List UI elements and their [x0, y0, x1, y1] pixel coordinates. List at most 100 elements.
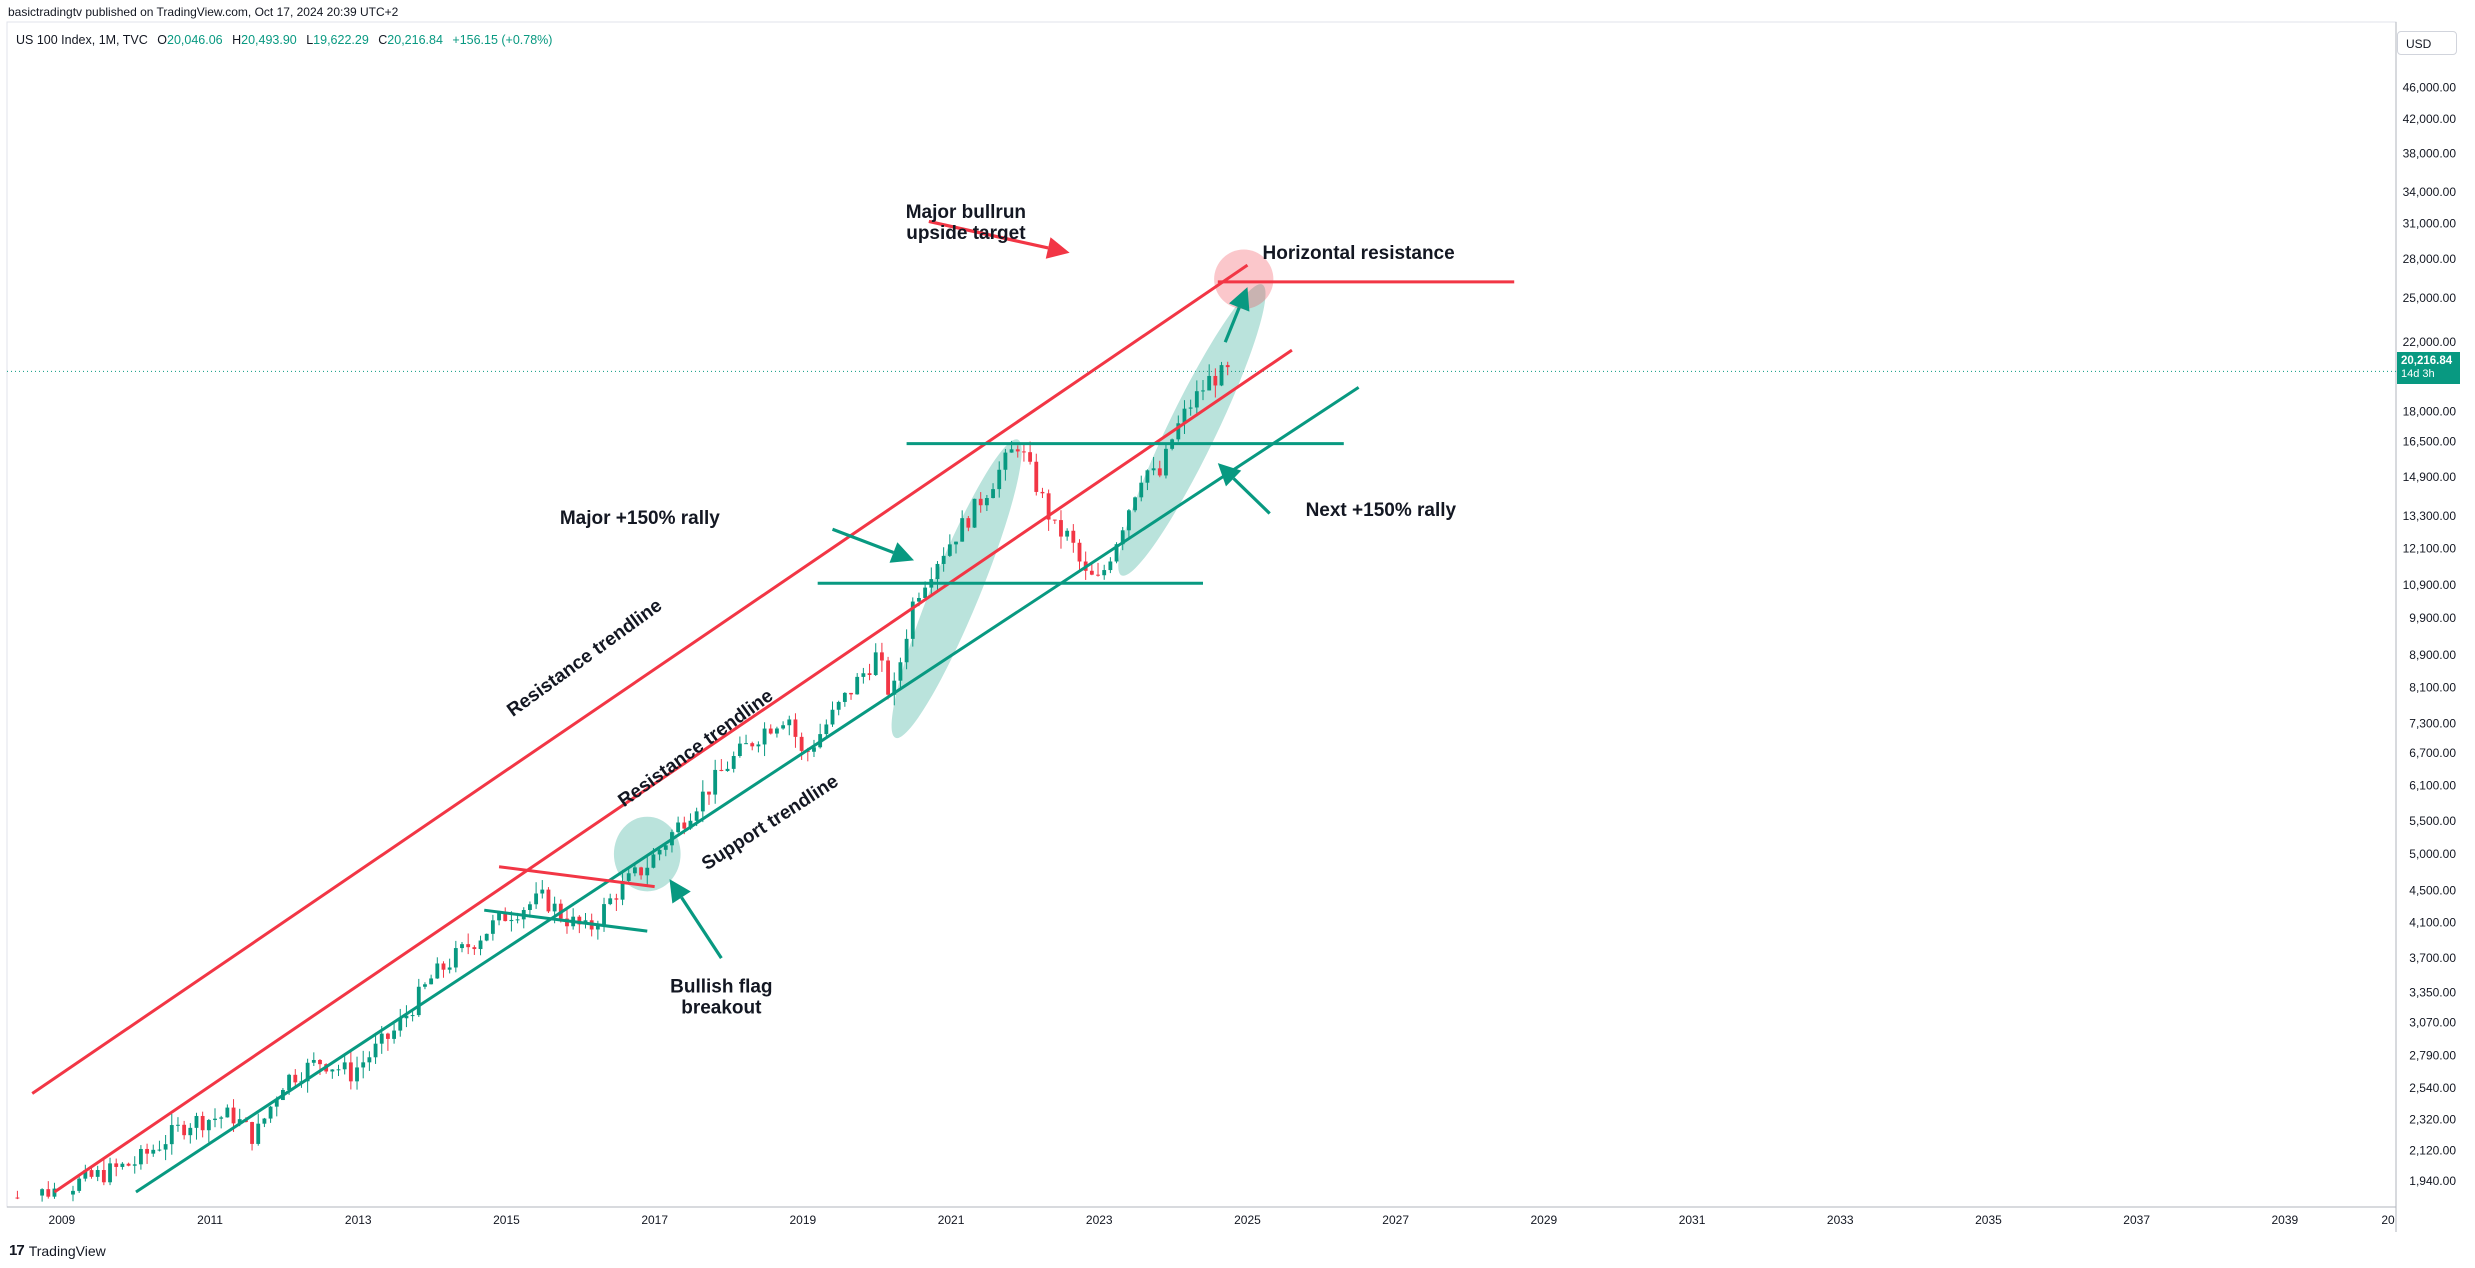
candles-layer	[15, 361, 1230, 1202]
candle-body	[960, 518, 965, 542]
candle-body	[367, 1057, 372, 1063]
target-circle	[1214, 249, 1274, 309]
candle-body	[157, 1149, 162, 1151]
x-tick-label: 2023	[1086, 1213, 1113, 1227]
candle-body	[688, 820, 693, 829]
candle-body	[392, 1030, 396, 1039]
candle-body	[348, 1062, 353, 1082]
candle-body	[855, 676, 860, 695]
candle-body	[762, 728, 767, 745]
candle-body	[867, 673, 872, 676]
candle-body	[836, 701, 841, 710]
candle-body	[824, 724, 829, 735]
candle-body	[379, 1033, 384, 1044]
candle-body	[1009, 449, 1014, 453]
candle-body	[46, 1189, 51, 1197]
y-tick-label: 18,000.00	[2403, 405, 2457, 419]
y-tick-label: 3,350.00	[2409, 985, 2456, 999]
candle-body	[274, 1100, 279, 1107]
candle-body	[639, 867, 643, 876]
y-tick-label: 38,000.00	[2403, 146, 2457, 160]
candle-body	[231, 1107, 236, 1124]
arrow-to-flag	[680, 896, 723, 959]
symbol-legend: US 100 Index, 1M, TVC O20,046.06 H20,493…	[16, 33, 558, 47]
candle-body	[917, 597, 921, 602]
low-value: 19,622.29	[313, 33, 369, 47]
candle-body	[416, 986, 421, 1016]
candle-body	[1133, 497, 1137, 511]
plot-frame	[6, 21, 2397, 1208]
bar-countdown: 14d 3h	[2401, 368, 2435, 380]
candle-body	[336, 1069, 341, 1071]
candle-body	[694, 811, 699, 821]
candle-body	[528, 904, 532, 911]
candle-body	[429, 978, 434, 985]
candle-body	[169, 1125, 174, 1145]
candle-body	[1194, 391, 1199, 408]
annotation-horizontal-resistance: Horizontal resistance	[1263, 243, 1455, 264]
x-tick-label: 2009	[49, 1213, 76, 1227]
candle-body	[423, 984, 427, 987]
arrow-to-target	[928, 219, 1049, 250]
currency-selector[interactable]: USD	[2397, 31, 2457, 55]
candle-body	[1182, 408, 1187, 424]
annotations-layer: Major bullrun upside target Horizontal res…	[503, 202, 1456, 1018]
x-tick-label: 2013	[345, 1213, 372, 1227]
candle-body	[1207, 375, 1212, 391]
candle-body	[1089, 570, 1094, 575]
candle-body	[132, 1164, 137, 1166]
candle-body	[472, 947, 477, 950]
candle-body	[595, 925, 600, 930]
y-tick-label: 14,900.00	[2403, 470, 2457, 484]
candle-body	[484, 933, 489, 941]
x-tick-label: 2027	[1382, 1213, 1409, 1227]
y-tick-label: 6,700.00	[2409, 746, 2456, 760]
annotation-line: Bullish flag	[670, 976, 772, 997]
candle-body	[1164, 448, 1168, 476]
tradingview-logo[interactable]: 17 TradingView	[9, 1242, 106, 1259]
candle-body	[954, 541, 958, 545]
tradingview-brand: TradingView	[28, 1242, 106, 1259]
candle-body	[1219, 365, 1224, 386]
candle-body	[1201, 390, 1205, 392]
candle-body	[330, 1069, 335, 1072]
annotation-major-bullrun: Major bullrun upside target	[906, 202, 1026, 244]
candle-body	[95, 1170, 100, 1177]
candle-body	[1059, 520, 1063, 537]
candle-body	[305, 1062, 310, 1082]
candle-body	[1213, 375, 1218, 386]
trendline-flag-bottom	[484, 908, 648, 933]
candle-body	[1225, 365, 1230, 368]
candle-body	[1015, 449, 1020, 452]
candle-body	[355, 1067, 359, 1082]
candle-body	[1151, 468, 1156, 471]
annotation-line: breakout	[681, 997, 762, 1018]
y-tick-label: 4,500.00	[2409, 883, 2456, 897]
x-tick-label: 2037	[2123, 1213, 2150, 1227]
open-label: O	[157, 33, 167, 47]
y-tick-label: 10,900.00	[2403, 578, 2457, 592]
x-tick-label: 2015	[493, 1213, 520, 1227]
trendline-flag-top	[498, 865, 655, 889]
symbol-name[interactable]: US 100 Index, 1M, TVC	[16, 33, 148, 47]
candle-body	[781, 725, 786, 729]
trendline-resistance-upper	[31, 263, 1249, 1095]
candle-body	[1120, 530, 1125, 545]
trendlines-layer	[31, 263, 1515, 1194]
candle-body	[700, 791, 705, 812]
candle-body	[577, 916, 582, 925]
candle-body	[163, 1144, 168, 1150]
candle-body	[651, 854, 656, 868]
candle-body	[947, 544, 952, 556]
candle-body	[991, 489, 995, 499]
candle-body	[515, 919, 520, 921]
arrow-head-to-next-rally	[1217, 463, 1242, 487]
y-tick-label: 28,000.00	[2403, 252, 2457, 266]
candle-body	[441, 963, 446, 970]
candle-body	[1046, 493, 1051, 520]
candle-body	[460, 944, 464, 949]
annotation-line: Major bullrun	[906, 202, 1026, 223]
candle-body	[898, 662, 903, 681]
candle-body	[608, 898, 613, 905]
